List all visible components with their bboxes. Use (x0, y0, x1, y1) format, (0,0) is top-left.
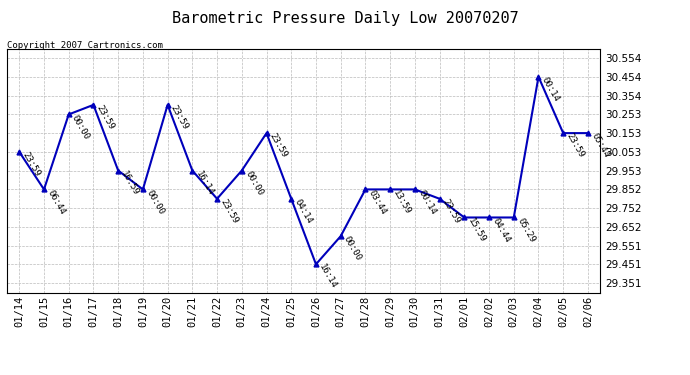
Text: 23:59: 23:59 (268, 132, 289, 159)
Text: 16:14: 16:14 (194, 169, 215, 197)
Text: 13:59: 13:59 (391, 188, 413, 216)
Text: 00:00: 00:00 (243, 169, 264, 197)
Text: 23:59: 23:59 (564, 132, 586, 159)
Text: 04:44: 04:44 (491, 216, 512, 244)
Text: 00:14: 00:14 (416, 188, 437, 216)
Text: 05:29: 05:29 (515, 216, 536, 244)
Text: 00:14: 00:14 (540, 75, 561, 103)
Text: 00:00: 00:00 (144, 188, 166, 216)
Text: 16:14: 16:14 (317, 263, 339, 291)
Text: Barometric Pressure Daily Low 20070207: Barometric Pressure Daily Low 20070207 (172, 11, 518, 26)
Text: 05:44: 05:44 (589, 132, 611, 159)
Text: 23:59: 23:59 (219, 197, 239, 225)
Text: 04:14: 04:14 (293, 197, 314, 225)
Text: 23:59: 23:59 (21, 150, 42, 178)
Text: 00:00: 00:00 (342, 235, 364, 262)
Text: Copyright 2007 Cartronics.com: Copyright 2007 Cartronics.com (7, 41, 163, 50)
Text: 23:59: 23:59 (95, 104, 116, 131)
Text: 15:59: 15:59 (466, 216, 487, 244)
Text: 06:44: 06:44 (46, 188, 67, 216)
Text: 03:44: 03:44 (367, 188, 388, 216)
Text: 16:59: 16:59 (119, 169, 141, 197)
Text: 23:59: 23:59 (441, 197, 462, 225)
Text: 00:00: 00:00 (70, 113, 91, 141)
Text: 23:59: 23:59 (169, 104, 190, 131)
